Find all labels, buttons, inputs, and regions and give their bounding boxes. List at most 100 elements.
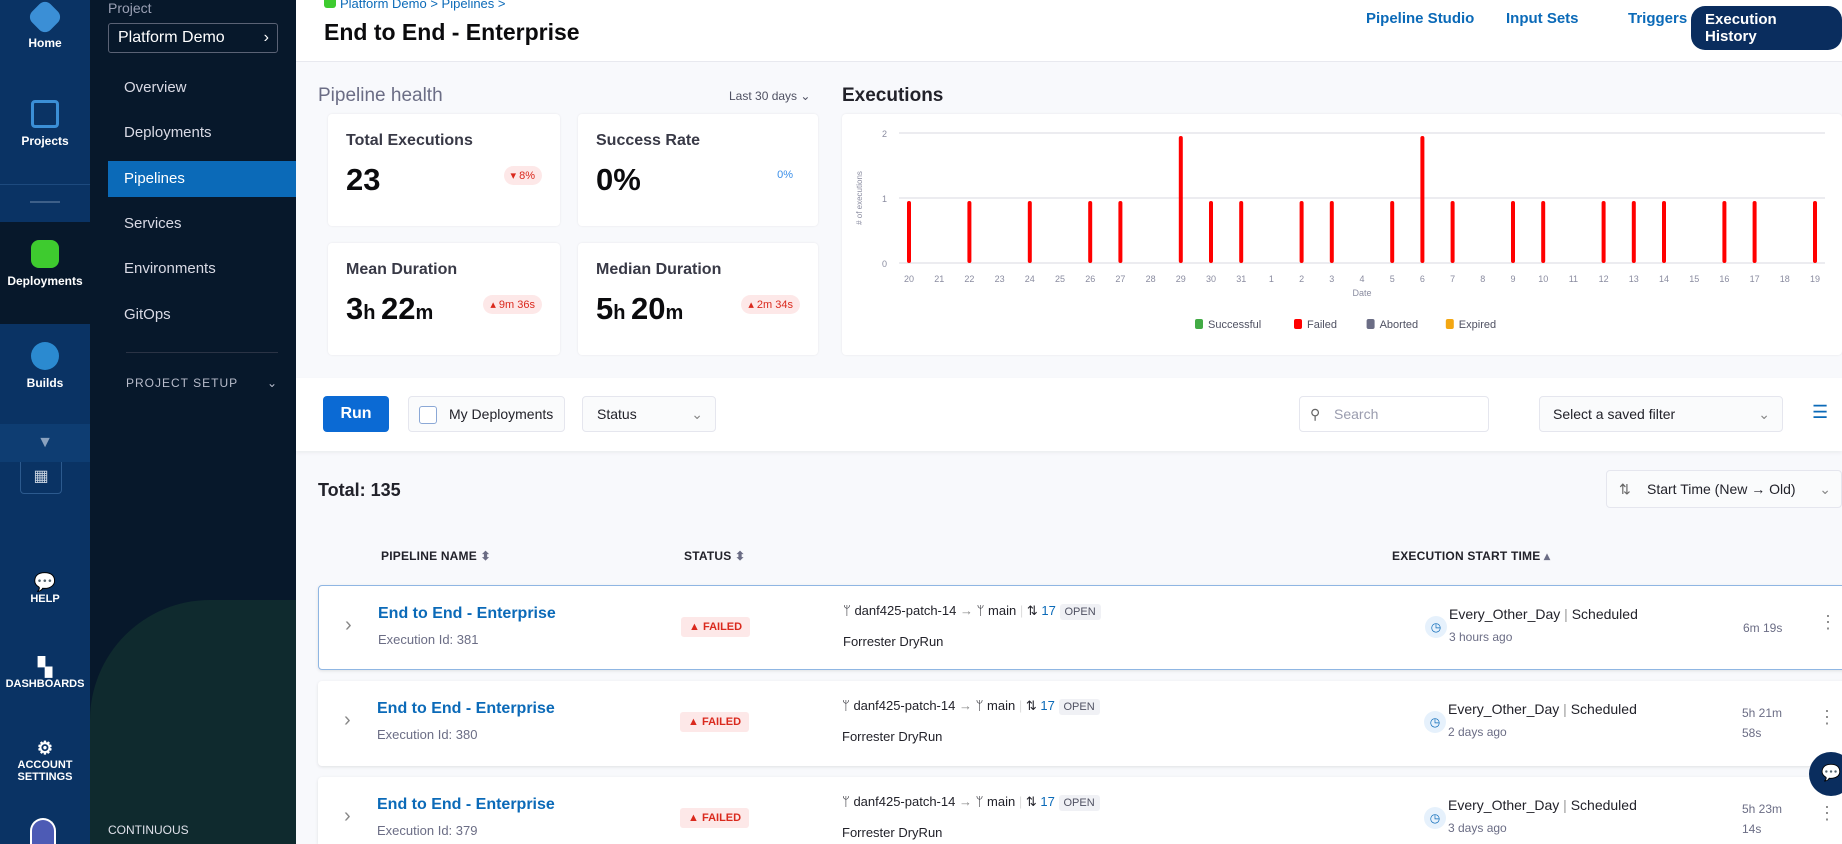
sort-dropdown[interactable]: ⇅ Start Time (New → Old) ⌄ xyxy=(1606,470,1842,508)
grid-icon[interactable]: ▦ xyxy=(20,462,62,494)
sort-icon: ⬍ xyxy=(734,549,746,563)
nav-pipelines[interactable]: Pipelines xyxy=(108,161,296,197)
legend-label[interactable]: Aborted xyxy=(1380,319,1419,331)
nav-deployments[interactable]: Deployments xyxy=(0,222,90,324)
filter-settings-icon[interactable]: ☰ xyxy=(1812,402,1829,422)
chevron-down-icon: ⌄ xyxy=(1819,481,1831,497)
status-badge: ▲ FAILED xyxy=(681,617,751,637)
branch-info: ᛘ danf425-patch-14 → ᛘ main | ⇅ 17 OPEN xyxy=(842,698,1100,715)
bar-failed xyxy=(1752,201,1757,263)
project-setup-toggle[interactable]: PROJECT SETUP ⌄ xyxy=(126,376,278,390)
tab-triggers[interactable]: Triggers xyxy=(1628,10,1688,27)
tab-execution-history[interactable]: Execution History xyxy=(1691,6,1842,50)
avatar[interactable] xyxy=(30,818,56,844)
x-tick-label: 7 xyxy=(1450,274,1455,284)
x-tick-label: 28 xyxy=(1146,274,1156,284)
pr-number-link[interactable]: 17 xyxy=(1040,794,1055,809)
range-dropdown[interactable]: Last 30 days ⌄ xyxy=(729,89,811,103)
bar-failed xyxy=(1601,201,1606,263)
x-tick-label: 10 xyxy=(1538,274,1548,284)
commit-message: Forrester DryRun xyxy=(843,634,944,649)
project-selector[interactable]: Platform Demo › xyxy=(108,23,278,53)
tab-input-sets[interactable]: Input Sets xyxy=(1506,10,1579,27)
bar-failed xyxy=(1813,201,1817,263)
status-badge: ▲ FAILED xyxy=(680,808,750,828)
execution-id: Execution Id: 380 xyxy=(377,727,478,742)
y-axis-label: # of executions xyxy=(855,171,864,225)
trigger-info: Every_Other_Day | Scheduled xyxy=(1448,797,1637,813)
scheduled-trigger-icon: ◷ xyxy=(1424,711,1446,733)
table-row[interactable]: › End to End - Enterprise Execution Id: … xyxy=(318,585,1842,670)
search-input[interactable]: ⚲ Search xyxy=(1299,396,1489,432)
my-deployments-checkbox[interactable]: My Deployments xyxy=(408,396,565,432)
nav-overview[interactable]: Overview xyxy=(124,79,187,96)
table-row[interactable]: › End to End - Enterprise Execution Id: … xyxy=(318,777,1842,844)
pipeline-name-link[interactable]: End to End - Enterprise xyxy=(378,605,556,622)
duration: 5h 23m 14s xyxy=(1742,802,1783,836)
sort-asc-icon: ▴ xyxy=(1544,549,1551,563)
pipeline-name-link[interactable]: End to End - Enterprise xyxy=(377,700,555,717)
bar-failed xyxy=(1722,201,1727,263)
pr-number-link[interactable]: 17 xyxy=(1040,698,1055,713)
nav-help[interactable]: 💬 HELP xyxy=(0,572,90,605)
expand-caret-icon[interactable]: ▼ xyxy=(0,424,90,462)
legend-label[interactable]: Successful xyxy=(1208,319,1261,331)
sort-icon: ⬍ xyxy=(480,549,491,563)
git-branch-icon: ᛘ xyxy=(976,603,985,618)
chevron-down-icon: ⌄ xyxy=(800,89,811,103)
help-chat-button[interactable]: 💬 xyxy=(1809,752,1842,796)
trigger-info: Every_Other_Day | Scheduled xyxy=(1449,606,1638,622)
pipeline-name-link[interactable]: End to End - Enterprise xyxy=(377,796,555,813)
nav-dashboards[interactable]: ▚ DASHBOARDS xyxy=(0,657,90,690)
x-tick-label: 18 xyxy=(1780,274,1790,284)
nav-deployments-list[interactable]: Deployments xyxy=(124,124,212,141)
nav-builds[interactable]: Builds xyxy=(0,342,90,390)
nav-gitops[interactable]: GitOps xyxy=(124,306,171,323)
pr-state-badge: OPEN xyxy=(1059,604,1101,620)
pr-state-badge: OPEN xyxy=(1058,699,1100,715)
page-title: End to End - Enterprise xyxy=(324,19,580,45)
bar-failed xyxy=(1450,201,1455,263)
git-branch-icon: ᛘ xyxy=(842,794,850,809)
table-row[interactable]: › End to End - Enterprise Execution Id: … xyxy=(318,681,1842,766)
executions-chart-title: Executions xyxy=(842,85,944,106)
pr-number-link[interactable]: 17 xyxy=(1041,603,1056,618)
nav-services[interactable]: Services xyxy=(124,215,182,232)
git-branch-icon: ᛘ xyxy=(843,603,851,618)
expand-chevron-icon[interactable]: › xyxy=(344,709,351,731)
y-tick-label: 2 xyxy=(882,129,887,139)
pull-request-icon: ⇅ xyxy=(1026,603,1038,618)
x-tick-label: 16 xyxy=(1719,274,1729,284)
saved-filter-dropdown[interactable]: Select a saved filter ⌄ xyxy=(1539,396,1783,432)
execution-id: Execution Id: 379 xyxy=(377,823,478,838)
bar-failed xyxy=(1088,201,1093,263)
column-header-pipeline-name[interactable]: PIPELINE NAME ⬍ xyxy=(381,549,491,563)
status-dropdown[interactable]: Status ⌄ xyxy=(582,396,716,432)
legend-label[interactable]: Expired xyxy=(1459,319,1496,331)
tab-pipeline-studio[interactable]: Pipeline Studio xyxy=(1366,10,1475,27)
expand-chevron-icon[interactable]: › xyxy=(344,805,351,827)
pull-request-icon: ⇅ xyxy=(1025,794,1037,809)
more-options-icon[interactable]: ⋮ xyxy=(1819,612,1837,632)
nav-environments[interactable]: Environments xyxy=(124,260,216,277)
x-tick-label: 8 xyxy=(1480,274,1485,284)
bar-failed xyxy=(1118,201,1123,263)
legend-label[interactable]: Failed xyxy=(1307,319,1337,331)
run-button[interactable]: Run xyxy=(323,396,389,432)
duration: 5h 21m 58s xyxy=(1742,706,1783,740)
nav-account-settings[interactable]: ⚙ ACCOUNT SETTINGS xyxy=(0,738,90,783)
more-options-icon[interactable]: ⋮ xyxy=(1818,803,1836,823)
total-executions-card: Total Executions 23 ▾ 8% xyxy=(328,114,560,226)
more-options-icon[interactable]: ⋮ xyxy=(1818,707,1836,727)
executions-chart-card: 0 1 2 # of executions 20 21 22 23 24 25 26 27 28 29 30… xyxy=(842,114,1842,355)
column-header-status[interactable]: STATUS ⬍ xyxy=(684,549,746,563)
x-tick-label: 23 xyxy=(995,274,1005,284)
expand-chevron-icon[interactable]: › xyxy=(345,614,352,636)
breadcrumb-project[interactable]: Platform Demo xyxy=(340,0,427,11)
column-header-execution-start-time[interactable]: EXECUTION START TIME ▴ xyxy=(1392,549,1551,563)
breadcrumb-pipelines[interactable]: Pipelines xyxy=(441,0,495,11)
duration: 6m 19s xyxy=(1743,621,1783,635)
nav-projects[interactable]: Projects xyxy=(0,100,90,148)
nav-home[interactable]: Home xyxy=(0,0,90,50)
x-tick-label: 31 xyxy=(1236,274,1246,284)
